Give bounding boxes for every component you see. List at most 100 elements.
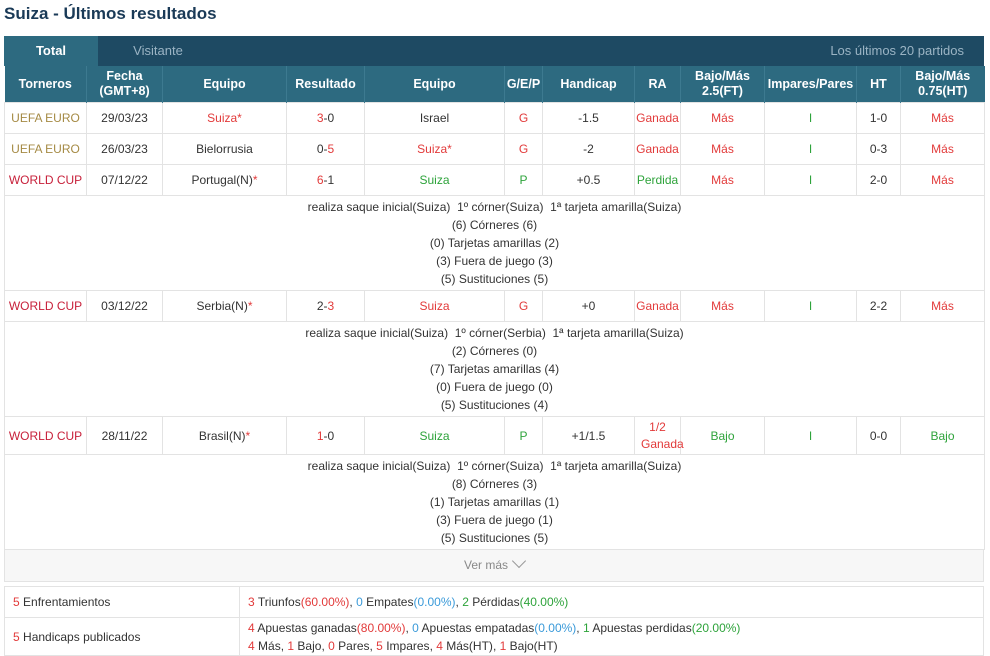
hcp-label: Handicaps publicados xyxy=(23,629,141,644)
home-team-cell[interactable]: Suiza* xyxy=(162,102,287,134)
away-team-name: Suiza xyxy=(419,428,450,443)
enf-stats: 3 Triunfos(60.00%), 0 Empates(0.00%), 2 … xyxy=(239,586,984,618)
neutral-star: * xyxy=(245,428,251,443)
header-cell: HT xyxy=(856,66,901,103)
score-away: 1 xyxy=(327,173,335,187)
score-away: 3 xyxy=(327,299,335,313)
odd-even-cell: I xyxy=(764,133,857,165)
gep-cell: G xyxy=(504,290,543,322)
ht-cell: 1-0 xyxy=(856,102,901,134)
tournament-cell[interactable]: WORLD CUP xyxy=(4,416,87,455)
over-under-cell: Bajo xyxy=(680,416,765,455)
stat-label: Bajo(HT) xyxy=(509,638,558,653)
hcp-stats: 4 Apuestas ganadas(80.00%), 0 Apuestas e… xyxy=(239,617,984,656)
header-cell: G/E/P xyxy=(504,66,543,103)
match-detail-cell: realiza saque inicial(Suiza) 1º córner(S… xyxy=(4,321,985,417)
handicap-cell: +0 xyxy=(542,290,635,322)
home-team-cell[interactable]: Serbia(N)* xyxy=(162,290,287,322)
date-cell: 29/03/23 xyxy=(86,102,163,134)
match-detail-row: realiza saque inicial(Suiza) 1º córner(S… xyxy=(4,321,985,417)
away-team-cell[interactable]: Suiza xyxy=(364,290,505,322)
away-team-name: Suiza xyxy=(417,142,448,156)
detail-line: (0) Fuera de juego (0) xyxy=(436,380,553,394)
away-team-cell[interactable]: Suiza xyxy=(364,416,505,455)
detail-line: (3) Fuera de juego (1) xyxy=(436,513,553,527)
over-under-ht-cell: Más xyxy=(900,102,985,134)
score-separator: - xyxy=(323,299,328,313)
date-cell: 03/12/22 xyxy=(86,290,163,322)
score-cell: 2-3 xyxy=(286,290,365,322)
table-row: WORLD CUP 28/11/22 Brasil(N)* 1-0 Suiza P +1/1… xyxy=(4,416,985,455)
ra-cell: Perdida xyxy=(634,164,681,196)
home-team-name: Brasil(N) xyxy=(198,428,246,443)
score-separator: - xyxy=(323,428,328,443)
odd-even-cell: I xyxy=(764,290,857,322)
ra-cell: Ganada xyxy=(634,290,681,322)
odd-even-cell: I xyxy=(764,102,857,134)
detail-line: realiza saque inicial(Suiza) 1º córner(S… xyxy=(307,459,682,473)
home-team-name: Bielorrusia xyxy=(196,142,253,156)
away-team-name: Suiza xyxy=(419,299,450,313)
away-team-cell[interactable]: Suiza xyxy=(364,164,505,196)
over-under-cell: Más xyxy=(680,290,765,322)
ver-mas-label: Ver más xyxy=(463,558,508,572)
detail-line: (1) Tarjetas amarillas (1) xyxy=(429,495,560,509)
tournament-cell[interactable]: UEFA EURO xyxy=(4,133,87,165)
hcp-count: 5 xyxy=(13,629,20,644)
tournament-cell[interactable]: UEFA EURO xyxy=(4,102,87,134)
ver-mas-button[interactable]: Ver más xyxy=(4,550,984,582)
home-team-cell[interactable]: Brasil(N)* xyxy=(162,416,287,455)
home-team-name: Portugal(N) xyxy=(191,173,253,187)
stat-label: Impares xyxy=(386,638,430,653)
header-cell: Bajo/Más 2.5(FT) xyxy=(680,66,765,103)
score-away: 0 xyxy=(327,428,335,443)
score-away: 5 xyxy=(327,142,335,156)
odd-even-cell: I xyxy=(764,416,857,455)
ht-cell: 0-3 xyxy=(856,133,901,165)
home-team-cell[interactable]: Bielorrusia xyxy=(162,133,287,165)
detail-line: (3) Fuera de juego (3) xyxy=(436,254,553,268)
results-table: Torneros Fecha (GMT+8) Equipo Resultado Equi… xyxy=(4,66,985,550)
ra-cell: Ganada xyxy=(634,102,681,134)
stat-label: Bajo xyxy=(297,638,322,653)
neutral-star: * xyxy=(237,111,242,125)
stat-count: 5 xyxy=(376,638,383,653)
handicap-cell: +1/1.5 xyxy=(542,416,635,455)
home-team-name: Serbia(N) xyxy=(196,299,248,313)
neutral-star: * xyxy=(447,142,452,156)
match-detail-row: realiza saque inicial(Suiza) 1º córner(S… xyxy=(4,195,985,291)
stat-label: Más(HT) xyxy=(446,638,493,653)
away-team-cell[interactable]: Israel xyxy=(364,102,505,134)
score-cell: 6-1 xyxy=(286,164,365,196)
table-row: UEFA EURO 29/03/23 Suiza* 3-0 Israel G -1.5 Gan… xyxy=(4,102,985,134)
over-under-cell: Más xyxy=(680,133,765,165)
match-detail-cell: realiza saque inicial(Suiza) 1º córner(S… xyxy=(4,195,985,291)
table-row: UEFA EURO 26/03/23 Bielorrusia 0-5 Suiza* G -2… xyxy=(4,133,985,165)
score-home: 1 xyxy=(316,428,324,443)
enf-label: Enfrentamientos xyxy=(23,595,111,609)
tab-visitante[interactable]: Visitante xyxy=(133,43,183,58)
ra-cell: 1/2 Ganada xyxy=(634,416,684,455)
gep-cell: G xyxy=(504,133,543,165)
tab-total[interactable]: Total xyxy=(4,36,98,66)
date-cell: 28/11/22 xyxy=(86,416,163,455)
detail-line: (0) Tarjetas amarillas (2) xyxy=(429,236,560,250)
header-cell: Fecha (GMT+8) xyxy=(86,66,163,103)
score-home: 6 xyxy=(316,173,324,187)
ht-cell: 2-2 xyxy=(856,290,901,322)
gep-cell: P xyxy=(504,164,543,196)
tournament-cell[interactable]: WORLD CUP xyxy=(4,290,87,322)
last-matches-selector[interactable]: Los últimos 20 partidos xyxy=(830,43,964,58)
home-team-cell[interactable]: Portugal(N)* xyxy=(162,164,287,196)
page-title: Suiza - Últimos resultados xyxy=(4,4,217,23)
detail-line: (6) Córneres (6) xyxy=(451,218,538,232)
chevron-down-icon xyxy=(511,553,527,569)
tournament-cell[interactable]: WORLD CUP xyxy=(4,164,87,196)
over-under-cell: Más xyxy=(680,102,765,134)
header-cell: Impares/Pares xyxy=(764,66,857,103)
away-team-cell[interactable]: Suiza* xyxy=(364,133,505,165)
stat-count: 4 xyxy=(248,638,255,653)
home-team-name: Suiza xyxy=(207,111,238,125)
handicap-cell: -2 xyxy=(542,133,635,165)
summary-row-enfrentamientos: 5 Enfrentamientos 3 Triunfos(60.00%), 0 … xyxy=(4,586,984,618)
